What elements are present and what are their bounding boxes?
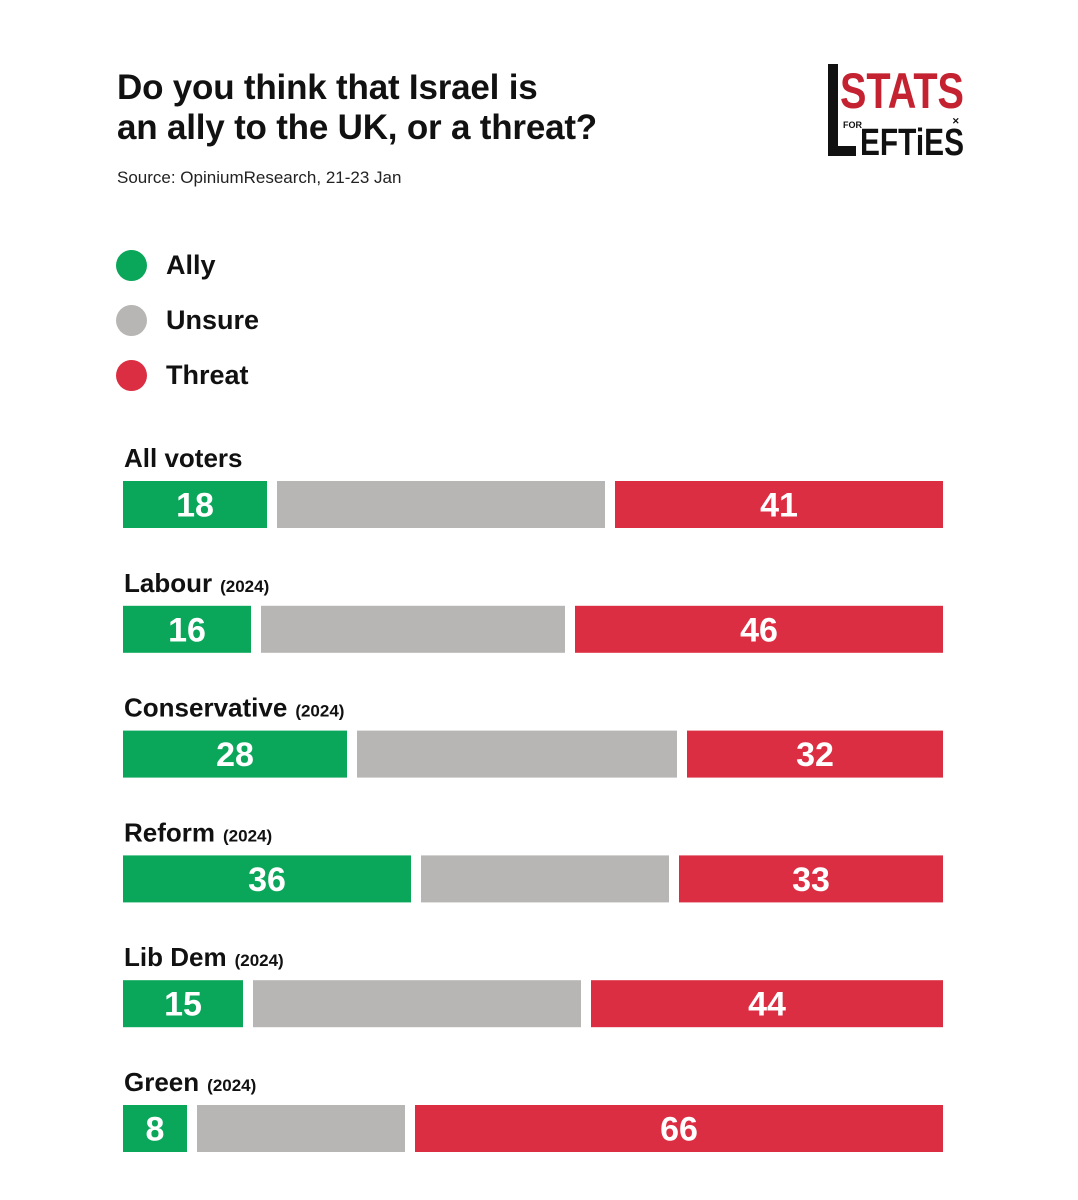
- stats-for-lefties-logo: STATS FOR EFTiES ✕: [828, 63, 964, 160]
- legend-label-ally: Ally: [166, 250, 216, 280]
- data-label-threat-reform: 33: [792, 861, 830, 899]
- data-label-ally-labour: 16: [168, 611, 206, 649]
- category-label-lib-dem: Lib Dem (2024): [124, 942, 284, 972]
- svg-text:✕: ✕: [952, 116, 960, 126]
- chart-source: Source: OpiniumResearch, 21-23 Jan: [117, 168, 402, 187]
- bar-threat-conservative: [687, 730, 943, 778]
- bar-unsure-labour: [261, 605, 565, 653]
- bar-threat-lib-dem: [591, 980, 943, 1028]
- legend-item-unsure: Unsure: [116, 293, 259, 348]
- bar-ally-conservative: [123, 730, 347, 778]
- bar-threat-all-voters: [615, 481, 943, 528]
- logo-stats-text: STATS: [840, 63, 964, 119]
- category-label-all-voters: All voters: [124, 443, 243, 473]
- category-label-reform: Reform (2024): [124, 817, 272, 847]
- legend-item-ally: Ally: [116, 238, 259, 293]
- data-label-ally-green: 8: [146, 1111, 165, 1149]
- bar-unsure-green: [197, 1105, 405, 1152]
- chart-title-line-1: Do you think that Israel is: [117, 68, 538, 107]
- legend-label-unsure: Unsure: [166, 305, 260, 335]
- chart-title-line-2: an ally to the UK, or a threat?: [117, 108, 597, 147]
- bar-ally-labour: [123, 605, 251, 653]
- data-label-threat-lib-dem: 44: [748, 986, 786, 1024]
- bar-threat-reform: [679, 855, 943, 903]
- category-label-green: Green (2024): [124, 1067, 256, 1097]
- data-label-ally-conservative: 28: [216, 736, 254, 774]
- logo-lefties-text: EFTiES: [860, 122, 964, 160]
- data-label-threat-green: 66: [660, 1111, 698, 1149]
- legend-swatch-ally: [116, 250, 147, 281]
- data-label-threat-labour: 46: [740, 611, 778, 649]
- legend: Ally Unsure Threat: [116, 238, 259, 403]
- category-label-conservative: Conservative (2024): [124, 693, 344, 723]
- bar-unsure-conservative: [357, 730, 677, 778]
- bar-unsure-reform: [421, 855, 669, 903]
- bar-ally-lib-dem: [123, 980, 243, 1028]
- bar-unsure-all-voters: [277, 481, 605, 528]
- bar-threat-green: [415, 1105, 943, 1152]
- data-label-threat-conservative: 32: [796, 736, 834, 774]
- legend-label-threat: Threat: [166, 360, 249, 390]
- data-label-ally-all-voters: 18: [176, 487, 214, 525]
- legend-item-threat: Threat: [116, 348, 259, 403]
- logo-for-text: FOR: [843, 120, 862, 130]
- data-label-ally-reform: 36: [248, 861, 286, 899]
- chart-title: Do you think that Israel is an ally to t…: [117, 68, 757, 148]
- data-label-ally-lib-dem: 15: [164, 986, 202, 1024]
- legend-swatch-threat: [116, 360, 147, 391]
- bar-ally-all-voters: [123, 481, 267, 528]
- bar-unsure-lib-dem: [253, 980, 581, 1028]
- bar-threat-labour: [575, 605, 943, 653]
- bar-ally-green: [123, 1105, 187, 1152]
- category-label-labour: Labour (2024): [124, 568, 269, 598]
- bar-ally-reform: [123, 855, 411, 903]
- legend-swatch-unsure: [116, 305, 147, 336]
- data-label-threat-all-voters: 41: [760, 487, 798, 525]
